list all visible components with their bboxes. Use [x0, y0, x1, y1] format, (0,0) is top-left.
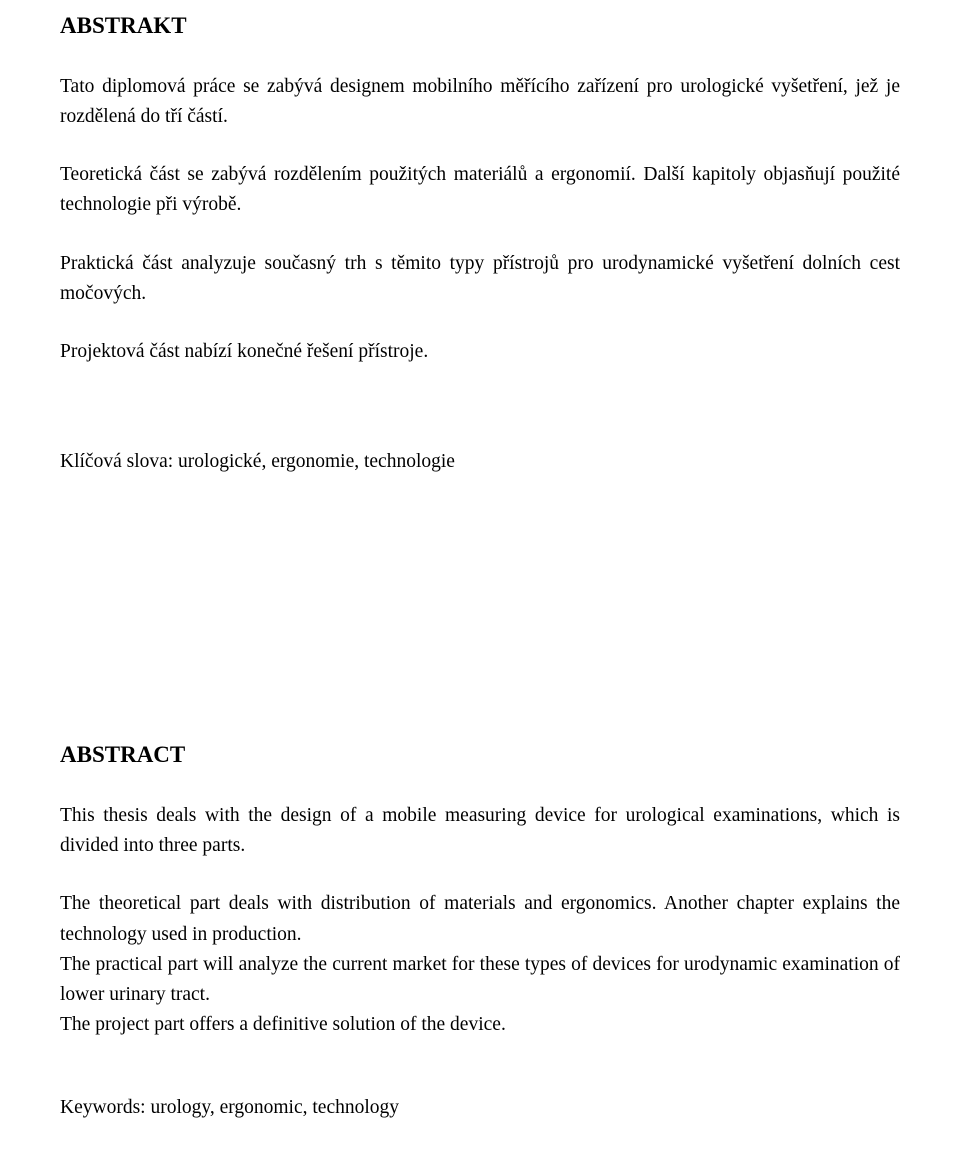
abstract-heading: ABSTRACT	[60, 737, 900, 773]
abstrakt-paragraph-4: Projektová část nabízí konečné řešení př…	[60, 337, 900, 367]
abstract-keywords: Keywords: urology, ergonomic, technology	[60, 1093, 900, 1123]
abstract-paragraph-1: This thesis deals with the design of a m…	[60, 801, 900, 861]
section-gap	[60, 557, 900, 737]
abstrakt-paragraph-2: Teoretická část se zabývá rozdělením pou…	[60, 160, 900, 220]
abstrakt-paragraph-3: Praktická část analyzuje současný trh s …	[60, 249, 900, 309]
abstrakt-heading: ABSTRAKT	[60, 8, 900, 44]
abstrakt-paragraph-1: Tato diplomová práce se zabývá designem …	[60, 72, 900, 132]
abstract-paragraph-2: The theoretical part deals with distribu…	[60, 889, 900, 949]
abstract-paragraph-3: The practical part will analyze the curr…	[60, 950, 900, 1010]
abstrakt-keywords: Klíčová slova: urologické, ergonomie, te…	[60, 447, 900, 477]
abstract-paragraph-4: The project part offers a definitive sol…	[60, 1010, 900, 1040]
